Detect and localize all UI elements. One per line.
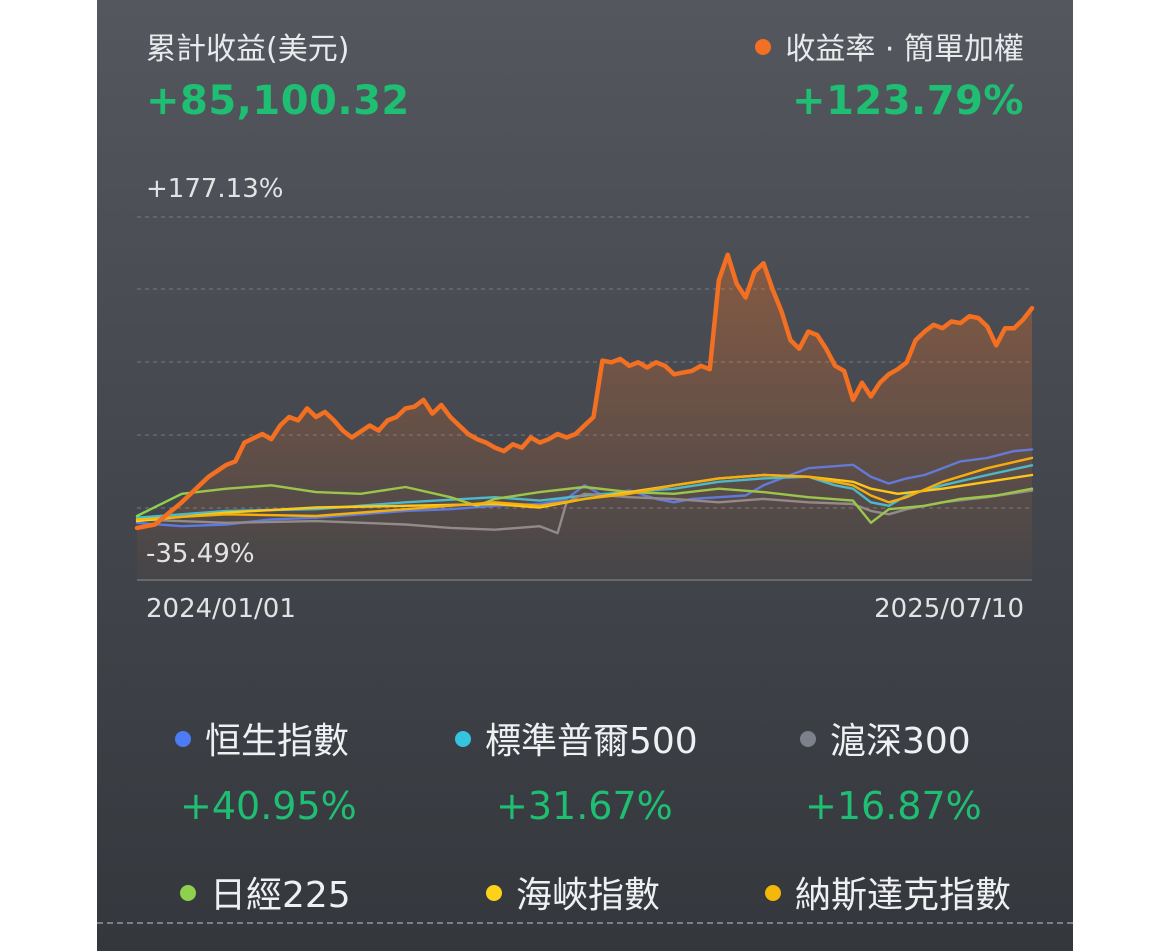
legend-value-sp500: +31.67%	[496, 784, 673, 828]
legend-value-hang-seng: +40.95%	[180, 784, 357, 828]
blue-dot-icon	[175, 731, 191, 747]
return-rate-label[interactable]: 收益率 · 簡單加權	[755, 24, 1024, 68]
legend-label: 日經225	[210, 875, 351, 916]
green-dot-icon	[180, 885, 196, 901]
y-max-label: +177.13%	[146, 174, 284, 204]
amber-dot-icon	[765, 885, 781, 901]
return-rate-value: +123.79%	[792, 78, 1024, 124]
yellow-dot-icon	[486, 885, 502, 901]
legend-item-nasdaq[interactable]: 納斯達克指數	[765, 866, 1011, 918]
cumulative-return-label: 累計收益(美元)	[146, 32, 350, 67]
x-end-date: 2025/07/10	[874, 594, 1024, 624]
legend-label: 滬深300	[830, 721, 971, 762]
x-start-date: 2024/01/01	[146, 594, 296, 624]
orange-dot-icon	[755, 38, 772, 55]
gray-dot-icon	[800, 731, 816, 747]
cumulative-return-value: +85,100.32	[146, 78, 410, 124]
legend-label: 海峽指數	[516, 875, 661, 916]
return-rate-label-text: 收益率 · 簡單加權	[785, 32, 1024, 67]
legend-item-sp500[interactable]: 標準普爾500	[455, 712, 698, 764]
legend-label: 恒生指數	[205, 721, 350, 762]
legend-label: 納斯達克指數	[795, 875, 1012, 916]
cyan-dot-icon	[455, 731, 471, 747]
legend-item-straits[interactable]: 海峽指數	[486, 866, 660, 918]
series-area	[137, 254, 1032, 581]
series-line	[134, 252, 1035, 531]
legend-item-hang-seng[interactable]: 恒生指數	[175, 712, 349, 764]
legend-value-csi300: +16.87%	[805, 784, 982, 828]
legend-item-nikkei[interactable]: 日經225	[180, 866, 351, 918]
legend-label: 標準普爾500	[485, 721, 698, 762]
legend-item-csi300[interactable]: 滬深300	[800, 712, 971, 764]
bottom-divider	[97, 922, 1073, 924]
y-min-label: -35.49%	[146, 539, 255, 569]
